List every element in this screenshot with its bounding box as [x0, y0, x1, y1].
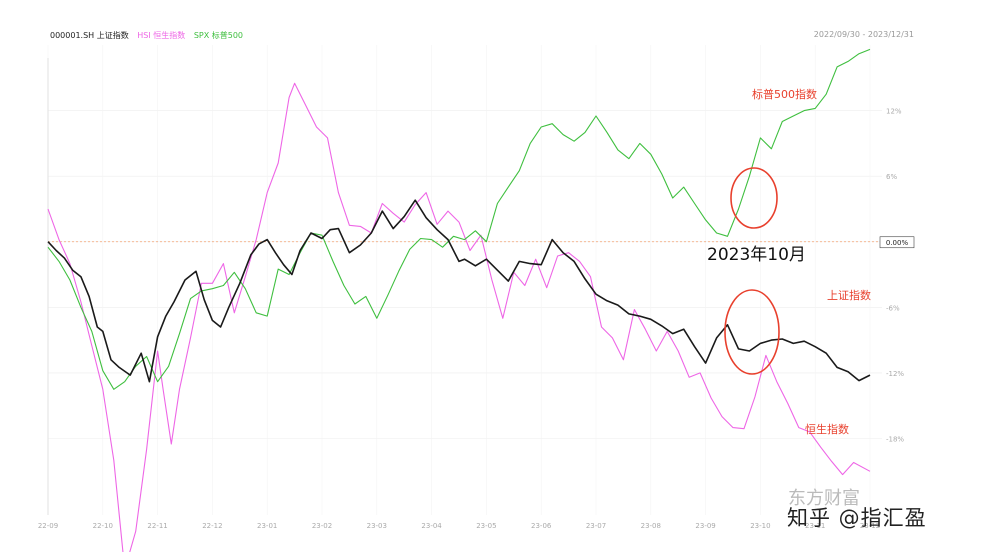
x-tick-label: 22-09: [38, 522, 58, 530]
year-annotation: 2023年10月: [707, 245, 806, 265]
x-tick-label: 23-03: [367, 522, 387, 530]
x-tick-label: 22-11: [147, 522, 167, 530]
y-tick-label: -12%: [886, 370, 904, 378]
y-tick-label: -18%: [886, 435, 904, 443]
reference-tag-label: 0.00%: [886, 239, 909, 247]
legend-item-hsi: HSI 恒生指数: [137, 31, 186, 40]
x-tick-label: 23-11: [805, 522, 825, 530]
y-tick-label: 12%: [886, 108, 902, 116]
x-tick-label: 23-05: [476, 522, 496, 530]
series-line-sse: [47, 199, 871, 383]
legend-item-spx: SPX 标普500: [193, 31, 244, 40]
date-range: 2022/09/30 - 2023/12/31: [813, 30, 914, 39]
x-axis-ticks: 22-09 22-10 22-11 22-12 23-01 23-02 23-03 23-04…: [38, 522, 880, 530]
legend-item-sse: 000001.SH 上证指数: [50, 31, 129, 40]
y-tick-label: 6%: [886, 173, 897, 181]
x-tick-label: 23-04: [421, 522, 442, 530]
x-tick-label: 23-06: [531, 522, 552, 530]
x-tick-label: 23-02: [312, 522, 332, 530]
x-tick-label: 23-07: [586, 522, 606, 530]
series-line-spx: [47, 48, 871, 390]
x-tick-label: 23-09: [695, 522, 715, 530]
spx-annotation: 标普500指数: [752, 88, 817, 101]
watermark: 知乎 @指汇盈: [787, 506, 927, 530]
spx-oct-circle: [730, 167, 778, 229]
sse-annotation: 上证指数: [827, 289, 871, 302]
chart-grid: [47, 45, 882, 515]
reference-tag: 0.00%: [879, 236, 915, 249]
x-tick-label: 23-12: [860, 522, 880, 530]
x-tick-label: 23-01: [257, 522, 277, 530]
watermark-ghost: 东方财富: [788, 488, 860, 509]
series-layer: [47, 48, 871, 552]
highlight-circles: [724, 167, 780, 375]
y-tick-label: -6%: [886, 304, 900, 312]
hsi-annotation: 恒生指数: [805, 423, 849, 436]
x-tick-label: 23-10: [750, 522, 770, 530]
series-line-hsi: [47, 82, 871, 552]
x-tick-label: 22-10: [93, 522, 113, 530]
y-axis-ticks: 12%6%0%-6%-12%-18%: [886, 108, 904, 444]
x-tick-label: 22-12: [202, 522, 222, 530]
legend: 000001.SH 上证指数 HSI 恒生指数 SPX 标普500: [50, 30, 249, 41]
sse-oct-circle: [724, 289, 780, 375]
x-tick-label: 23-08: [641, 522, 661, 530]
